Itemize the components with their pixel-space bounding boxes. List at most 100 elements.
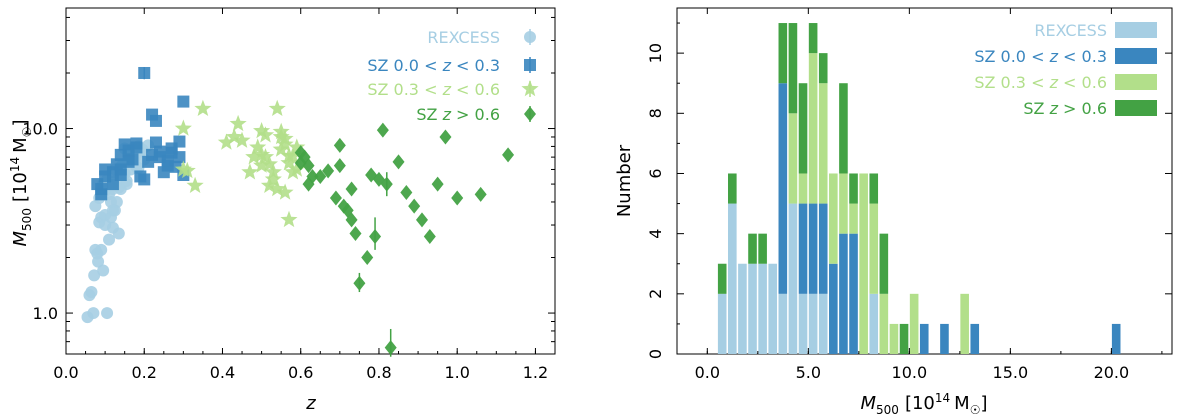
histogram-bars [717,23,1121,354]
hist-x-title-main: M [861,393,877,414]
scatter-point-star [253,145,271,163]
scatter-point-diamond [294,145,307,161]
scatter-point-diamond [451,190,464,206]
histogram-bar-segment [869,203,879,294]
histogram-bar-segment [829,263,838,354]
scatter-point-square [114,169,127,182]
hist-legend-label: REXCESS [1034,21,1107,40]
scatter-point-diamond [376,122,389,138]
scatter-point-circle [106,204,119,217]
scatter-point-star [280,210,298,228]
histogram-bar-segment [808,293,818,354]
scatter-point-star [241,163,259,180]
scatter-x-tick-label: 0.2 [132,363,157,382]
histogram-bar-segment [778,293,788,354]
scatter-point-diamond [349,225,362,241]
histogram-bar-segment [839,173,848,234]
scatter-y-title-main: M [10,230,31,246]
scatter-point-diamond [329,190,342,206]
hist-legend-swatch [1115,74,1157,90]
scatter-point-diamond [314,168,327,184]
histogram-bar-segment [748,233,757,264]
hist-x-tick-label: 0.0 [695,363,720,382]
scatter-point-circle [99,219,112,232]
scatter-point-diamond [415,212,428,228]
scatter-point-square [177,95,190,108]
histogram-bar-segment [717,293,727,354]
histogram-bar-segment [919,323,929,354]
scatter-point-diamond [423,228,436,244]
scatter-point-star [174,119,192,136]
scatter-y-tick-label: 10.0 [22,120,58,139]
scatter-point-diamond [408,198,421,214]
histogram-bar-segment [859,173,868,354]
scatter-point-star [174,160,192,177]
scatter-point-square [161,159,174,172]
scatter-x-tick-label: 0.4 [210,363,235,382]
scatter-point-square [95,188,108,201]
histogram-bar-segment [818,83,828,204]
histogram-bar-segment [818,203,828,294]
histogram-bar-segment [849,203,858,234]
scatter-point-star [272,122,290,140]
scatter-panel: 0.0 0.2 0.4 0.6 0.8 1.0 1.21.010.0 z M500[1014… [8,7,556,414]
histogram-bar-segment [788,23,798,114]
hist-y-tick-label: 8 [646,108,665,118]
scatter-point-diamond [474,186,487,202]
histogram-bar-segment [798,203,808,294]
scatter-y-title-unit: [10 [10,172,31,202]
scatter-point-star [268,99,286,116]
scatter-legend-label: SZ 0.0 < z < 0.3 [367,56,500,75]
histogram-bar-segment [869,293,879,354]
hist-y-tick-label: 0 [646,349,665,359]
histogram-bar-segment [879,293,889,354]
scatter-point-circle [112,227,125,240]
scatter-legend: REXCESS SZ 0.0 < z < 0.3 SZ 0.3 < z < 0.6 S… [367,28,539,124]
scatter-point-circle [103,233,116,246]
scatter-point-square [118,138,131,151]
scatter-point-circle [95,243,108,256]
histogram-bar-segment [869,173,879,204]
scatter-point-diamond [392,154,405,170]
hist-x-title-unit2: M [954,393,970,414]
scatter-x-axis-title: z [305,393,316,414]
scatter-point-diamond [322,163,335,179]
histogram-bar-segment [748,263,757,354]
hist-y-tick-label: 4 [646,229,665,239]
histogram-bar-segment [798,83,808,174]
hist-x-tick-label: 5.0 [796,363,821,382]
scatter-x-tick-label: 1.2 [523,363,548,382]
scatter-point-diamond [400,185,413,201]
scatter-point-star [276,135,294,152]
scatter-point-star [288,138,306,155]
histogram-bar-segment [839,83,848,174]
scatter-point-diamond [361,250,374,266]
scatter-y-title-unit2: M [10,137,31,153]
scatter-point-star [229,114,247,132]
scatter-point-star [253,122,271,139]
scatter-point-star [268,180,286,197]
histogram-bar-segment [839,233,848,354]
histogram-x-axis-title: M500 [1014 M☉] [861,391,988,417]
scatter-point-star [249,138,267,155]
histogram-bar-segment [960,293,969,354]
scatter-point-diamond [333,137,346,153]
scatter-point-star [245,148,263,165]
scatter-point-diamond [302,158,315,174]
scatter-legend-marker-diamond [524,106,536,122]
scatter-y-title-close: ] [10,120,31,127]
scatter-point-star [257,148,275,165]
hist-legend-swatch [1115,100,1157,116]
scatter-y-tick-label: 1.0 [33,304,58,323]
histogram-bar-segment [829,173,838,264]
hist-y-tick-label: 2 [646,289,665,299]
hist-x-title-unit: [10 [905,393,935,414]
scatter-point-diamond [333,158,346,174]
hist-y-tick-label: 6 [646,168,665,178]
histogram-axes: 0.0 5.0 10.0 15.0 20.0 0 2 4 6 8 10 [646,8,1172,382]
scatter-point-star [284,163,302,180]
histogram-bar-segment [758,233,767,264]
hist-x-tick-label: 15.0 [993,363,1029,382]
